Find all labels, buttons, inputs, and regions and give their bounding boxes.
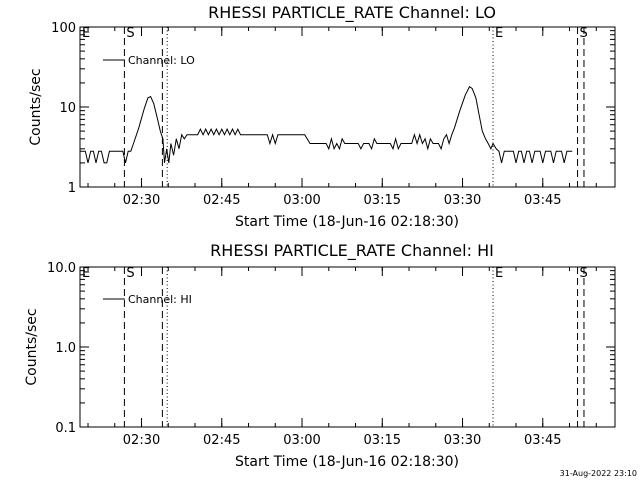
lo-x-tick-label: 02:45 [203,193,240,208]
hi-event-marker-label: S [126,266,134,281]
lo-y-tick-label: 1 [68,181,76,196]
lo-x-tick-label: 03:15 [364,193,401,208]
hi-x-axis-label: Start Time (18-Jun-16 02:18:30) [235,454,459,470]
hi-y-tick-label: 10.0 [47,261,76,276]
hi-x-tick-label: 03:15 [364,433,401,448]
hi-plot-marks: 02:30 02:45 03:00 03:15 03:30 03:45 0.1 1.0 10.0… [47,261,615,448]
lo-x-tick-label: 02:30 [123,193,160,208]
hi-legend-label: Channel: HI [128,293,192,306]
lo-plot-frame [79,26,616,188]
hi-event-marker-label: E [82,266,90,281]
hi-plot-frame [79,266,616,428]
hi-channel-panel: RHESSI PARTICLE_RATE Channel: HI 02:30 02… [24,241,616,470]
lo-x-tick-label: 03:30 [444,193,481,208]
hi-y-tick-label: 0.1 [55,421,76,436]
lo-x-tick-label: 03:00 [283,193,320,208]
hi-x-tick-label: 02:45 [203,433,240,448]
footer-timestamp: 31-Aug-2022 23:10 [560,469,637,478]
lo-channel-panel: RHESSI PARTICLE_RATE Channel: LO 02:30 02… [28,3,616,230]
lo-x-axis-label: Start Time (18-Jun-16 02:18:30) [235,214,459,230]
hi-x-tick-label: 02:30 [123,433,160,448]
lo-x-tick-label: 03:45 [524,193,561,208]
lo-event-marker-label: S [126,26,134,41]
hi-x-tick-label: 03:30 [444,433,481,448]
lo-event-marker-label: E [82,26,90,41]
lo-chart-title: RHESSI PARTICLE_RATE Channel: LO [208,3,496,23]
lo-y-tick-label: 10 [59,101,76,116]
hi-x-tick-label: 03:00 [283,433,320,448]
lo-legend-label: Channel: LO [128,54,195,67]
hi-x-tick-label: 03:45 [524,433,561,448]
lo-series-line [80,85,573,164]
hi-chart-title: RHESSI PARTICLE_RATE Channel: HI [210,241,494,261]
lo-event-marker-label: E [495,26,503,41]
hi-y-axis-label: Counts/sec [24,308,40,385]
lo-y-axis-label: Counts/sec [28,68,44,145]
hi-y-tick-label: 1.0 [55,341,76,356]
lo-y-tick-label: 100 [51,21,76,36]
hi-event-marker-label: E [495,266,503,281]
